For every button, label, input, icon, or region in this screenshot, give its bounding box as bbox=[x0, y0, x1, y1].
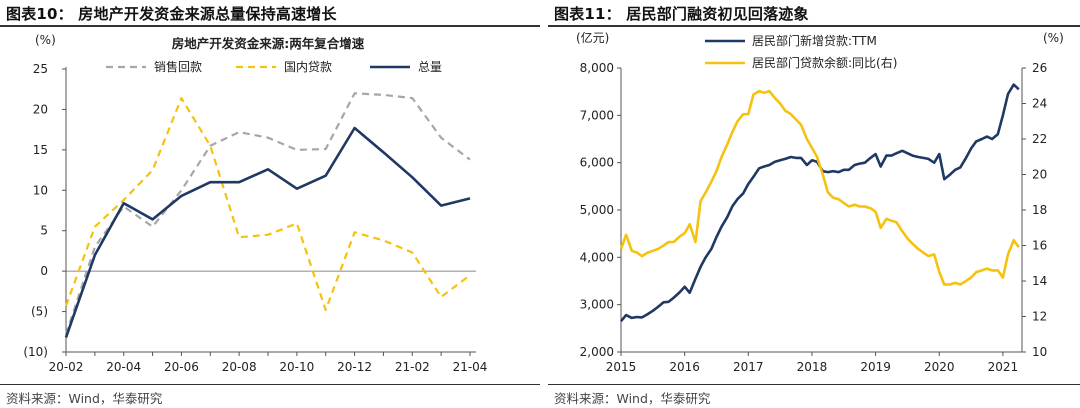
right-y-axis-label: (%) bbox=[1043, 31, 1064, 45]
series-line-0 bbox=[64, 92, 471, 335]
right-y-tick-label: 10 bbox=[1032, 345, 1047, 359]
legend-label-1: 国内贷款 bbox=[284, 60, 332, 74]
right-y-tick-label: 16 bbox=[1032, 239, 1047, 253]
x-tick-label: 20-12 bbox=[337, 360, 372, 374]
right-y-tick-label: 22 bbox=[1032, 132, 1047, 146]
left-source-rule bbox=[0, 384, 540, 385]
y-axis-label: (%) bbox=[35, 33, 56, 47]
x-tick-label: 2016 bbox=[669, 360, 700, 374]
y-tick-label: 0 bbox=[40, 264, 48, 278]
x-tick-label: 20-02 bbox=[49, 360, 84, 374]
y-tick-label: 15 bbox=[33, 143, 48, 157]
x-tick-label: 21-04 bbox=[453, 360, 488, 374]
left-y-tick-label: 3,000 bbox=[580, 298, 614, 312]
right-y-tick-label: 12 bbox=[1032, 310, 1047, 324]
left-chart-panel: 图表10： 房地产开发资金来源总量保持高速增长 (%) 房地产开发资金来源:两年复… bbox=[0, 5, 540, 406]
left-y-tick-label: 6,000 bbox=[580, 156, 614, 170]
right-source-rule bbox=[548, 384, 1080, 385]
right-y-tick-label: 14 bbox=[1032, 274, 1047, 288]
right-y-tick-label: 26 bbox=[1032, 61, 1047, 75]
series-line-1 bbox=[64, 96, 471, 312]
left-y-tick-label: 5,000 bbox=[580, 203, 614, 217]
x-tick-label: 2017 bbox=[733, 360, 764, 374]
x-tick-label: 20-08 bbox=[222, 360, 257, 374]
left-y-tick-label: 4,000 bbox=[580, 250, 614, 264]
right-figure-title: 图表11： 居民部门融资初见回落迹象 bbox=[554, 5, 809, 23]
x-tick-label: 2021 bbox=[988, 360, 1019, 374]
left-y-tick-label: 2,000 bbox=[580, 345, 614, 359]
legend-label-2: 总量 bbox=[418, 60, 442, 74]
y-tick-label: 10 bbox=[33, 183, 48, 197]
right-y-tick-label: 20 bbox=[1032, 168, 1047, 182]
y-tick-label: (5) bbox=[31, 305, 48, 319]
series-line-2 bbox=[64, 126, 471, 338]
y-tick-label: 5 bbox=[40, 224, 48, 238]
x-tick-label: 20-10 bbox=[279, 360, 314, 374]
y-tick-label: 25 bbox=[33, 62, 48, 76]
y-tick-label: 20 bbox=[33, 102, 48, 116]
x-tick-label: 21-02 bbox=[395, 360, 430, 374]
legend-label-1: 居民部门贷款余额:同比(右) bbox=[752, 55, 897, 70]
right-y-tick-label: 18 bbox=[1032, 203, 1047, 217]
x-tick-label: 20-06 bbox=[164, 360, 199, 374]
left-y-tick-label: 8,000 bbox=[580, 61, 614, 75]
x-tick-label: 2018 bbox=[797, 360, 828, 374]
left-figure-title: 图表10： 房地产开发资金来源总量保持高速增长 bbox=[6, 5, 337, 23]
legend-label-0: 居民部门新增贷款:TTM bbox=[752, 33, 877, 48]
chart-subtitle: 房地产开发资金来源:两年复合增速 bbox=[172, 36, 365, 51]
left-y-tick-label: 7,000 bbox=[580, 108, 614, 122]
right-source-note: 资料来源：Wind，华泰研究 bbox=[554, 391, 711, 406]
left-y-axis-label: (亿元) bbox=[576, 30, 609, 45]
right-chart-panel: 图表11： 居民部门融资初见回落迹象 (亿元) (%) 2,000 3,000 4,00… bbox=[548, 0, 1080, 408]
series-line-0 bbox=[620, 83, 1020, 323]
right-title-rule bbox=[548, 25, 1080, 27]
x-tick-label: 2020 bbox=[924, 360, 955, 374]
left-line-chart: (%) 房地产开发资金来源:两年复合增速2520151050(5)(10)20-0… bbox=[23, 33, 488, 374]
y-tick-label: (10) bbox=[23, 345, 48, 359]
legend-label-0: 销售回款 bbox=[154, 59, 202, 74]
right-y-tick-label: 24 bbox=[1032, 97, 1047, 111]
series-line-1 bbox=[619, 89, 1020, 286]
left-source-note: 资料来源：Wind，华泰研究 bbox=[6, 391, 163, 406]
x-tick-label: 2015 bbox=[606, 360, 637, 374]
left-title-rule bbox=[0, 25, 540, 27]
x-tick-label: 2019 bbox=[860, 360, 891, 374]
x-tick-label: 20-04 bbox=[106, 360, 141, 374]
right-line-chart: (亿元) (%) 2,000 3,000 4,000 5,000 6,000 7,000 8,0… bbox=[576, 30, 1064, 374]
